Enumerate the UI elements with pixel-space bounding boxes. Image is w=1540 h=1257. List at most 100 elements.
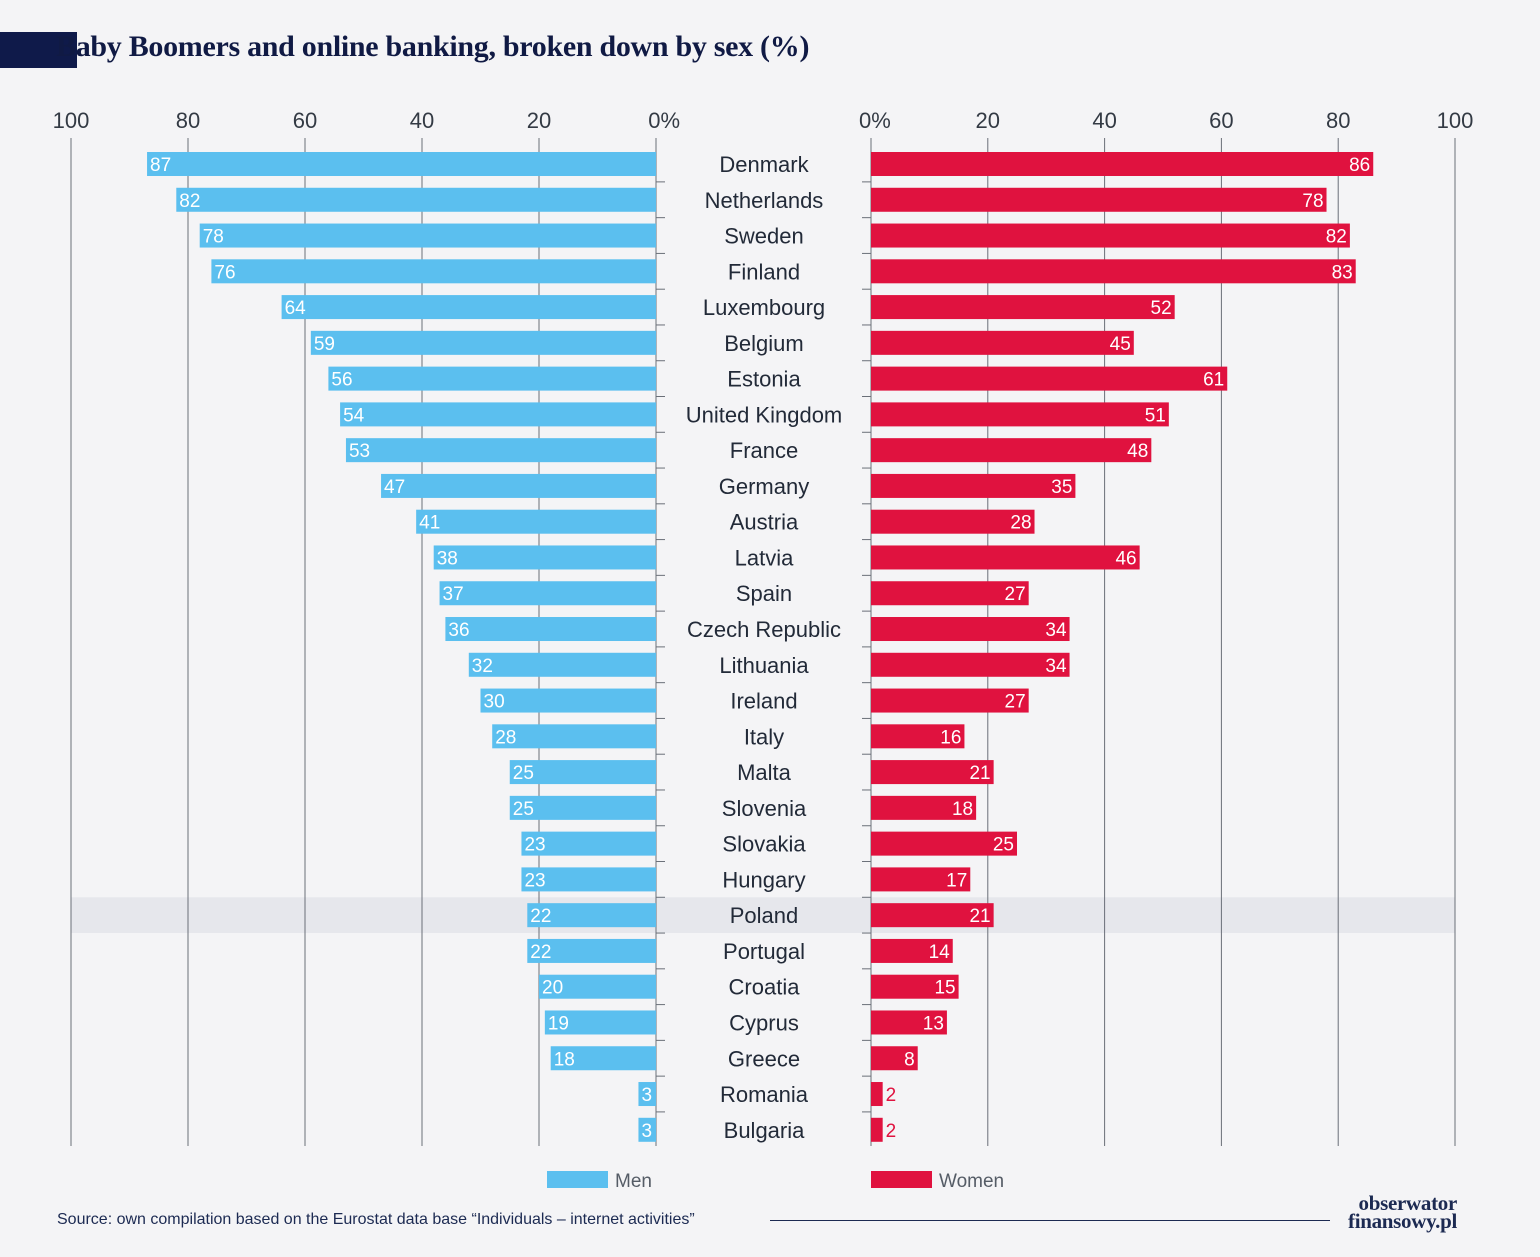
women-bar — [871, 223, 1350, 248]
women-bar — [871, 938, 953, 963]
women-bar — [871, 1082, 883, 1107]
women-bar — [871, 295, 1175, 320]
men-value-label: 25 — [513, 763, 534, 784]
country-label: Slovakia — [722, 832, 806, 857]
legend-women-label: Women — [939, 1171, 1004, 1192]
men-value-label: 76 — [214, 262, 235, 283]
source-note: Source: own compilation based on the Eur… — [57, 1211, 695, 1228]
men-value-label: 28 — [495, 727, 516, 748]
men-value-label: 23 — [524, 870, 545, 891]
men-value-label: 3 — [641, 1085, 652, 1106]
women-value-label: 61 — [1203, 370, 1224, 391]
country-label: Austria — [730, 510, 799, 535]
men-bar — [381, 473, 656, 498]
women-bar — [871, 545, 1140, 570]
men-value-label: 23 — [524, 835, 545, 856]
women-value-label: 8 — [904, 1049, 915, 1070]
women-value-label: 27 — [1005, 584, 1026, 605]
women-bar — [871, 760, 994, 785]
country-label: Italy — [744, 724, 784, 749]
men-bar — [492, 724, 656, 749]
country-label: France — [730, 438, 798, 463]
women-bar — [871, 617, 1070, 642]
country-label: Hungary — [722, 867, 805, 892]
logo-line-1: obserwator — [1358, 1191, 1458, 1215]
women-value-label: 17 — [946, 870, 967, 891]
men-value-label: 82 — [179, 191, 200, 212]
right-axis-tick-label: 20 — [976, 108, 1000, 133]
men-bar — [433, 545, 656, 570]
men-value-label: 19 — [548, 1013, 569, 1034]
women-bar — [871, 187, 1327, 212]
women-bar — [871, 652, 1070, 677]
men-bar — [539, 974, 656, 999]
women-value-label: 21 — [969, 763, 990, 784]
men-bar — [445, 617, 656, 642]
men-value-label: 22 — [530, 906, 551, 927]
women-value-label: 2 — [886, 1085, 897, 1106]
country-label: Cyprus — [729, 1010, 799, 1035]
left-axis-tick-label: 40 — [410, 108, 434, 133]
women-value-label: 82 — [1326, 227, 1347, 248]
right-axis-tick-label: 100 — [1437, 108, 1474, 133]
men-bar — [176, 187, 657, 212]
men-value-label: 59 — [314, 334, 335, 355]
country-label: United Kingdom — [686, 402, 843, 427]
men-bar — [211, 259, 656, 284]
left-axis-tick-label: 20 — [527, 108, 551, 133]
women-bar — [871, 724, 965, 749]
publisher-logo: obserwator finansowy.pl — [1348, 1191, 1458, 1232]
men-bar — [345, 438, 656, 463]
men-bar — [468, 652, 656, 677]
women-bar — [871, 581, 1029, 606]
men-bar — [340, 402, 656, 427]
women-value-label: 16 — [940, 727, 961, 748]
men-value-label: 37 — [443, 584, 464, 605]
men-bar — [638, 1082, 656, 1107]
men-value-label: 54 — [343, 405, 365, 426]
country-label: Luxembourg — [703, 295, 825, 320]
right-axis-tick-label: 0% — [859, 108, 891, 133]
women-bar — [871, 974, 959, 999]
men-bar — [310, 330, 656, 355]
source-divider — [770, 1220, 1330, 1221]
men-value-label: 32 — [472, 656, 493, 677]
right-axis-tick-label: 60 — [1209, 108, 1233, 133]
women-value-label: 83 — [1332, 262, 1353, 283]
men-value-label: 87 — [150, 155, 171, 176]
men-value-label: 30 — [484, 692, 505, 713]
country-label: Finland — [728, 259, 800, 284]
women-bar — [871, 688, 1029, 713]
country-label: Romania — [720, 1082, 809, 1107]
men-bar — [199, 223, 656, 248]
legend-men-label: Men — [615, 1171, 652, 1192]
country-label: Ireland — [730, 689, 797, 714]
women-bar — [871, 259, 1356, 284]
men-bar — [416, 509, 656, 534]
men-bar — [527, 903, 656, 928]
men-bar — [480, 688, 656, 713]
country-label: Germany — [719, 474, 809, 499]
country-label: Malta — [737, 760, 792, 785]
women-value-label: 27 — [1005, 692, 1026, 713]
women-value-label: 46 — [1115, 548, 1136, 569]
right-axis-tick-label: 40 — [1092, 108, 1116, 133]
women-bar — [871, 366, 1228, 391]
men-bar — [521, 867, 656, 892]
men-value-label: 47 — [384, 477, 405, 498]
men-value-label: 38 — [437, 548, 458, 569]
men-value-label: 18 — [554, 1049, 575, 1070]
women-value-label: 78 — [1302, 191, 1323, 212]
men-value-label: 22 — [530, 942, 551, 963]
men-bar — [544, 1010, 656, 1035]
women-value-label: 18 — [952, 799, 973, 820]
women-value-label: 45 — [1110, 334, 1131, 355]
legend-men-swatch — [547, 1171, 608, 1188]
country-label: Slovenia — [722, 796, 807, 821]
men-bar — [439, 581, 656, 606]
country-label: Netherlands — [705, 188, 824, 213]
women-bar — [871, 903, 994, 928]
country-label: Bulgaria — [724, 1118, 805, 1143]
men-bar — [527, 938, 656, 963]
women-value-label: 34 — [1045, 620, 1067, 641]
